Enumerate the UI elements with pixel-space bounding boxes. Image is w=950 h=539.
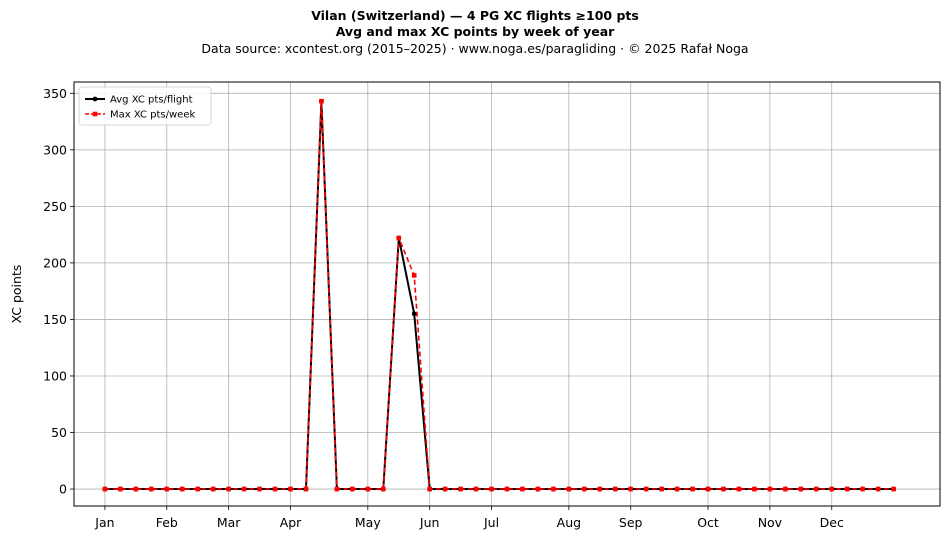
max-point xyxy=(118,486,123,492)
y-axis-label: XC points xyxy=(9,265,24,324)
max-point xyxy=(875,486,881,492)
max-point xyxy=(659,486,664,492)
max-point xyxy=(566,486,572,492)
legend: Avg XC pts/flight Max XC pts/week xyxy=(78,86,212,126)
data-source-note: Data source: xcontest.org (2015–2025) · … xyxy=(201,41,749,56)
series-markers xyxy=(102,98,897,492)
series-lines xyxy=(104,101,894,490)
max-point xyxy=(829,486,835,492)
max-point xyxy=(551,486,556,492)
max-point xyxy=(612,486,618,492)
max-point xyxy=(597,486,603,492)
chart-titles: Vilan (Switzerland) — 4 PG XC flights ≥1… xyxy=(0,8,950,57)
max-point xyxy=(504,486,510,492)
max-point xyxy=(783,486,788,492)
max-point xyxy=(442,486,448,492)
max-point xyxy=(767,486,773,492)
max-point xyxy=(257,486,262,492)
x-tick-label: Jan xyxy=(94,515,114,530)
chart-subtitle: Avg and max XC points by week of year xyxy=(335,24,615,39)
max-point xyxy=(844,486,850,492)
x-tick-label: Jun xyxy=(419,515,440,530)
x-axis-ticks: Jan Feb Mar Apr May Jun Jul Aug Sep Oct Nov Dec xyxy=(94,506,844,530)
max-point xyxy=(520,486,525,492)
x-tick-label: May xyxy=(355,515,381,530)
x-tick-label: Dec xyxy=(820,515,844,530)
max-point xyxy=(179,486,185,492)
max-point xyxy=(891,486,896,492)
max-point xyxy=(164,486,170,492)
max-point xyxy=(365,486,371,492)
max-point xyxy=(705,486,711,492)
max-point xyxy=(643,486,649,492)
x-tick-label: Sep xyxy=(619,515,643,530)
max-point xyxy=(380,486,386,492)
max-point xyxy=(149,486,154,492)
y-axis-ticks: 0 50 100 150 200 250 300 350 xyxy=(43,86,74,497)
max-point xyxy=(736,486,742,492)
max-point xyxy=(210,486,216,492)
max-point xyxy=(473,486,479,492)
legend-max-marker xyxy=(92,111,98,117)
y-tick-label: 100 xyxy=(43,368,67,383)
max-point xyxy=(195,486,201,492)
max-point xyxy=(226,486,231,492)
max-point xyxy=(458,486,463,492)
max-point xyxy=(303,486,309,492)
max-point xyxy=(690,486,695,492)
max-point xyxy=(288,486,293,492)
max-point xyxy=(427,486,432,492)
legend-max-label: Max XC pts/week xyxy=(110,110,195,121)
max-series-line xyxy=(104,101,894,490)
x-tick-label: Nov xyxy=(758,515,783,530)
legend-box xyxy=(78,86,212,126)
x-tick-label: Mar xyxy=(217,515,241,530)
max-point xyxy=(272,486,278,492)
chart-title: Vilan (Switzerland) — 4 PG XC flights ≥1… xyxy=(311,8,639,23)
x-tick-label: Aug xyxy=(557,515,581,530)
max-point xyxy=(133,486,139,492)
max-point xyxy=(798,486,804,492)
y-tick-label: 300 xyxy=(43,142,67,157)
max-point xyxy=(334,486,340,492)
max-point xyxy=(319,98,324,104)
max-point xyxy=(241,486,247,492)
y-tick-label: 350 xyxy=(43,86,67,101)
avg-series-line xyxy=(104,101,894,490)
max-point xyxy=(721,486,726,492)
max-point xyxy=(674,486,680,492)
max-point xyxy=(582,486,587,492)
max-point xyxy=(628,486,634,492)
max-point xyxy=(752,486,757,492)
max-point xyxy=(350,486,355,492)
max-point xyxy=(860,486,865,492)
y-tick-label: 250 xyxy=(43,199,67,214)
legend-avg-marker xyxy=(92,96,98,102)
max-point xyxy=(813,486,819,492)
grid-lines xyxy=(74,82,940,506)
avg-point xyxy=(411,311,417,317)
max-point xyxy=(396,235,402,241)
y-tick-label: 150 xyxy=(43,312,67,327)
y-tick-label: 0 xyxy=(59,482,67,497)
y-tick-label: 200 xyxy=(43,255,67,270)
x-tick-label: Oct xyxy=(697,515,719,530)
x-tick-label: Feb xyxy=(156,515,178,530)
legend-avg-label: Avg XC pts/flight xyxy=(110,95,193,106)
max-point xyxy=(535,486,541,492)
max-point xyxy=(411,273,417,278)
y-tick-label: 50 xyxy=(51,425,67,440)
x-tick-label: Jul xyxy=(483,515,499,530)
max-point xyxy=(102,486,108,492)
plot-frame xyxy=(73,81,941,507)
x-tick-label: Apr xyxy=(280,515,302,530)
max-point xyxy=(489,486,494,492)
